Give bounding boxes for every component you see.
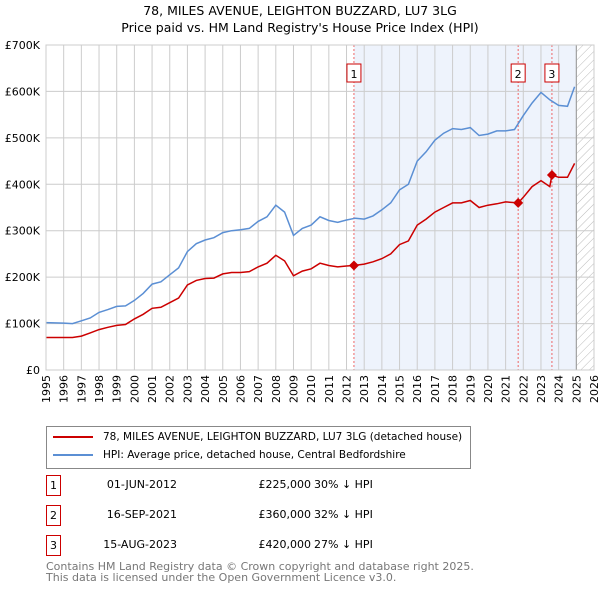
- sale-label: 1: [350, 68, 357, 81]
- footer-line-1: Contains HM Land Registry data © Crown c…: [46, 560, 474, 573]
- legend-property: 78, MILES AVENUE, LEIGHTON BUZZARD, LU7 …: [103, 431, 463, 443]
- forecast-hatch: [576, 45, 594, 370]
- transaction-hpi-diff: 30% ↓ HPI: [314, 478, 373, 491]
- transaction-marker: 2: [46, 505, 61, 526]
- y-tick-label: £400K: [5, 178, 41, 191]
- transaction-row: 3 15-AUG-2023 £420,000 27% ↓ HPI: [46, 535, 446, 557]
- x-tick-label: 2011: [323, 375, 336, 403]
- sale-point: [546, 170, 557, 180]
- transaction-hpi-diff: 27% ↓ HPI: [314, 538, 373, 551]
- x-tick-label: 2010: [305, 375, 318, 403]
- chart-subtitle: Price paid vs. HM Land Registry's House …: [121, 20, 479, 35]
- x-tick-label: 2002: [164, 375, 177, 403]
- x-tick-label: 1999: [111, 375, 124, 403]
- transaction-date: 16-SEP-2021: [106, 508, 177, 521]
- sale-point: [348, 260, 359, 271]
- sale-label-box: [544, 63, 560, 83]
- x-tick-label: 1997: [75, 375, 88, 403]
- x-tick-label: 2007: [252, 375, 265, 403]
- footer: Contains HM Land Registry data © Crown c…: [46, 561, 474, 583]
- x-tick-label: 2026: [588, 375, 600, 403]
- x-tick-label: 2008: [270, 375, 283, 403]
- y-tick-label: £300K: [5, 225, 41, 238]
- hpi-line: [45, 86, 576, 325]
- y-tick-label: £200K: [5, 271, 41, 284]
- transaction-price: £360,000: [258, 508, 312, 521]
- footer-line-2: This data is licensed under the Open Gov…: [46, 571, 397, 584]
- plot-border: [45, 44, 595, 371]
- x-tick-label: 1995: [40, 375, 53, 403]
- x-tick-label: 2025: [570, 375, 583, 403]
- transaction-row: 1 01-JUN-2012 £225,000 30% ↓ HPI: [46, 475, 446, 497]
- x-tick-label: 2014: [376, 375, 389, 403]
- transaction-price: £225,000: [258, 478, 312, 491]
- legend-hpi: HPI: Average price, detached house, Cent…: [103, 449, 406, 461]
- transaction-date: 15-AUG-2023: [103, 538, 177, 551]
- y-tick-label: £500K: [5, 132, 41, 145]
- price-chart: 1995 1996 1997 1998 1999 2000 2001 2002 2003 2004…: [5, 39, 600, 403]
- x-tick-label: 2004: [199, 375, 212, 403]
- x-tick-label: 2013: [358, 375, 371, 403]
- x-tick-label: 2003: [181, 375, 194, 403]
- x-tick-label: 2000: [128, 375, 141, 403]
- legend: 78, MILES AVENUE, LEIGHTON BUZZARD, LU7 …: [46, 426, 471, 469]
- x-tick-label: 2005: [217, 375, 230, 403]
- x-tick-label: 2012: [341, 375, 354, 403]
- legend-blue-line: [53, 454, 93, 456]
- sale-label: 2: [515, 68, 522, 81]
- x-tick-label: 2015: [394, 375, 407, 403]
- y-tick-label: £600K: [5, 85, 41, 98]
- transaction-marker: 3: [46, 535, 61, 556]
- x-tick-label: 2019: [464, 375, 477, 403]
- transaction-date: 01-JUN-2012: [106, 478, 177, 491]
- y-tick-label: £0: [26, 364, 40, 377]
- x-tick-label: 1998: [93, 375, 106, 403]
- transaction-hpi-diff: 32% ↓ HPI: [314, 508, 373, 521]
- property-price-line: [46, 163, 576, 339]
- x-tick-label: 2022: [517, 375, 530, 403]
- x-tick-label: 2006: [234, 375, 247, 403]
- y-tick-label: £100K: [5, 318, 41, 331]
- x-tick-label: 2020: [482, 375, 495, 403]
- sale-point: [513, 197, 524, 208]
- x-tick-label: 2024: [553, 375, 566, 403]
- transaction-price: £420,000: [258, 538, 312, 551]
- x-tick-label: 2023: [535, 375, 548, 403]
- x-tick-label: 2018: [447, 375, 460, 403]
- shaded-period: [353, 45, 577, 370]
- x-tick-label: 2016: [411, 375, 424, 403]
- chart-title: 78, MILES AVENUE, LEIGHTON BUZZARD, LU7 …: [143, 3, 457, 18]
- x-tick-label: 1996: [58, 375, 71, 403]
- legend-red-line: [53, 436, 93, 438]
- y-tick-label: £700K: [5, 39, 41, 52]
- sale-label-box: [510, 63, 526, 83]
- transaction-row: 2 16-SEP-2021 £360,000 32% ↓ HPI: [46, 505, 446, 527]
- sale-label-box: [346, 63, 362, 83]
- sale-label: 3: [548, 68, 555, 81]
- x-tick-label: 2017: [429, 375, 442, 403]
- x-tick-label: 2009: [287, 375, 300, 403]
- x-tick-label: 2001: [146, 375, 159, 403]
- transaction-marker: 1: [46, 475, 61, 496]
- x-tick-label: 2021: [500, 375, 513, 403]
